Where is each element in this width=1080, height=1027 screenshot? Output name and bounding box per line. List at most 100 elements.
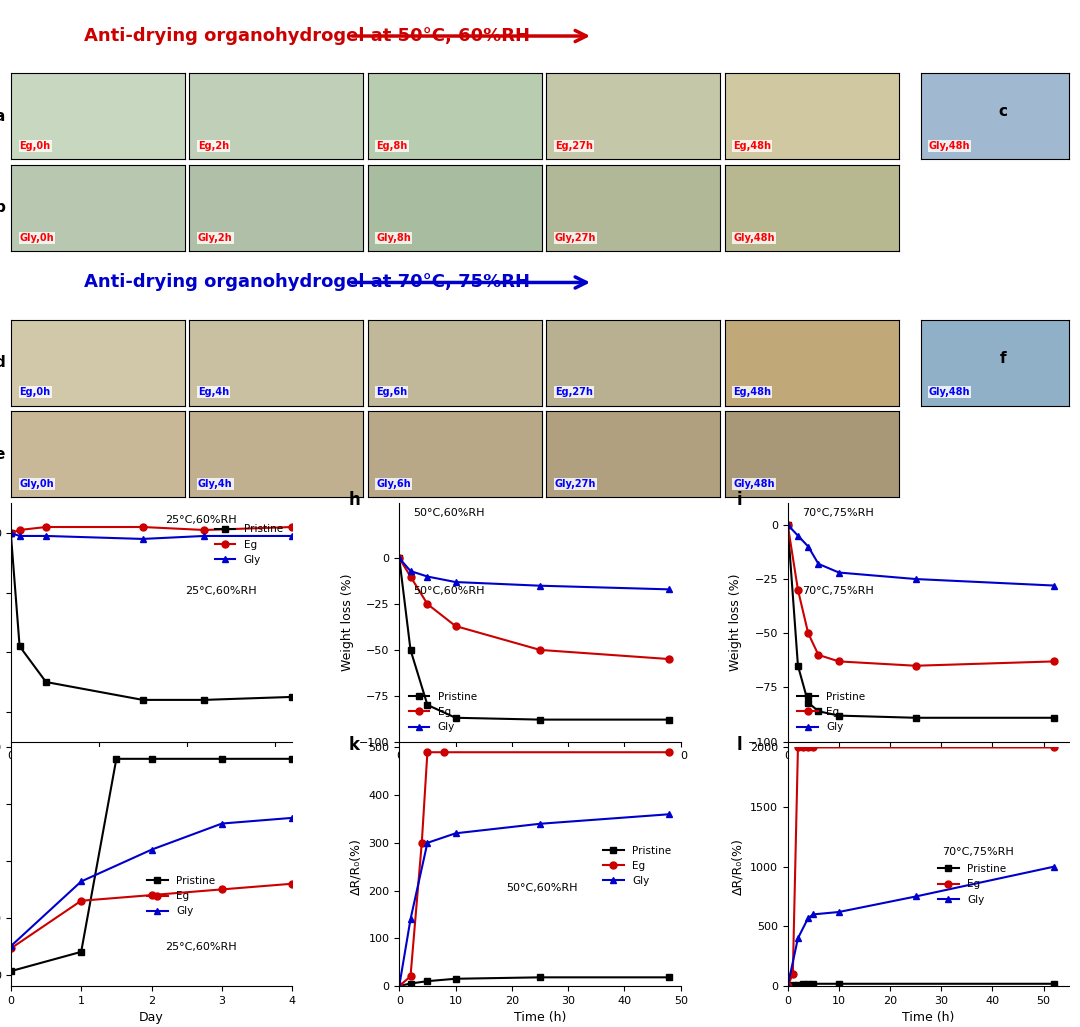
Legend: Pristine, Eg, Gly: Pristine, Eg, Gly xyxy=(599,841,675,890)
X-axis label: Time (h): Time (h) xyxy=(514,1012,566,1024)
Gly xyxy=(286,530,299,542)
Eg xyxy=(807,741,820,754)
X-axis label: Time (h): Time (h) xyxy=(125,767,178,779)
Eg xyxy=(416,837,429,849)
Text: l: l xyxy=(737,735,743,754)
Text: Anti-drying organohydrogel at 70°C, 75%RH: Anti-drying organohydrogel at 70°C, 75%R… xyxy=(84,273,530,292)
Text: Eg,4h: Eg,4h xyxy=(198,387,229,397)
Y-axis label: ΔR/R₀(%): ΔR/R₀(%) xyxy=(350,838,363,896)
Pristine xyxy=(801,978,814,990)
Gly xyxy=(909,573,922,585)
Y-axis label: a: a xyxy=(0,109,5,124)
Pristine xyxy=(909,712,922,724)
Pristine xyxy=(404,644,417,656)
Gly xyxy=(1048,861,1061,873)
Text: 25°C,60%RH: 25°C,60%RH xyxy=(186,585,257,596)
Text: Eg,0h: Eg,0h xyxy=(19,141,51,151)
Eg xyxy=(663,746,676,758)
Eg xyxy=(1048,741,1061,754)
Pristine xyxy=(801,696,814,709)
Gly xyxy=(801,540,814,553)
Eg xyxy=(198,524,211,536)
Text: 50°C,60%RH: 50°C,60%RH xyxy=(414,508,485,518)
Line: Gly: Gly xyxy=(395,555,673,593)
Gly xyxy=(833,566,846,578)
Gly xyxy=(393,980,406,992)
Text: Eg,8h: Eg,8h xyxy=(376,141,407,151)
Pristine xyxy=(663,972,676,984)
Line: Eg: Eg xyxy=(8,524,296,536)
Pristine xyxy=(1048,712,1061,724)
Eg xyxy=(663,653,676,665)
Pristine xyxy=(807,978,820,990)
Text: Gly,6h: Gly,6h xyxy=(376,479,411,489)
Gly xyxy=(1048,579,1061,592)
Text: Gly,48h: Gly,48h xyxy=(733,479,774,489)
Eg xyxy=(13,524,26,536)
Text: Gly,2h: Gly,2h xyxy=(198,232,232,242)
Text: Gly,48h: Gly,48h xyxy=(929,387,970,397)
Pristine xyxy=(393,553,406,565)
Text: 50°C,60%RH: 50°C,60%RH xyxy=(414,585,485,596)
Eg xyxy=(4,527,17,539)
Pristine xyxy=(781,519,794,531)
Gly xyxy=(807,908,820,920)
Legend: Pristine, Eg, Gly: Pristine, Eg, Gly xyxy=(793,688,869,736)
Gly xyxy=(781,519,794,531)
Gly xyxy=(40,530,53,542)
Eg xyxy=(812,649,825,661)
Eg xyxy=(393,980,406,992)
Text: f: f xyxy=(999,351,1005,366)
Eg xyxy=(792,741,805,754)
Text: 25°C,60%RH: 25°C,60%RH xyxy=(165,942,238,952)
Gly xyxy=(404,565,417,577)
Gly xyxy=(404,913,417,925)
Eg xyxy=(449,620,462,633)
Line: Pristine: Pristine xyxy=(784,522,1057,721)
Pristine xyxy=(449,973,462,985)
Gly xyxy=(812,558,825,570)
Pristine xyxy=(75,946,87,958)
Gly xyxy=(75,875,87,887)
Y-axis label: d: d xyxy=(0,355,5,370)
Text: Eg,48h: Eg,48h xyxy=(733,141,771,151)
Eg xyxy=(797,741,810,754)
Eg xyxy=(404,971,417,983)
Pristine xyxy=(812,706,825,718)
Eg xyxy=(4,943,17,955)
Eg xyxy=(145,889,158,902)
Line: Gly: Gly xyxy=(784,864,1057,989)
X-axis label: Time (h): Time (h) xyxy=(902,1012,955,1024)
Pristine xyxy=(792,659,805,672)
Gly xyxy=(136,533,149,545)
Pristine xyxy=(786,979,799,991)
Pristine xyxy=(534,972,546,984)
Text: Eg,27h: Eg,27h xyxy=(555,141,593,151)
Text: Gly,27h: Gly,27h xyxy=(555,479,596,489)
Line: Gly: Gly xyxy=(784,522,1057,589)
Line: Eg: Eg xyxy=(784,522,1057,670)
Gly xyxy=(449,827,462,839)
Line: Eg: Eg xyxy=(8,880,296,952)
Eg xyxy=(786,967,799,980)
Pristine xyxy=(40,676,53,688)
Y-axis label: Weight loss (%): Weight loss (%) xyxy=(340,574,353,671)
Text: Eg,2h: Eg,2h xyxy=(198,141,229,151)
Text: k: k xyxy=(349,735,360,754)
Pristine xyxy=(833,978,846,990)
Legend: Pristine, Eg, Gly: Pristine, Eg, Gly xyxy=(211,521,287,569)
Gly xyxy=(215,817,228,830)
Eg xyxy=(75,895,87,907)
Gly xyxy=(534,817,546,830)
Text: 70°C,75%RH: 70°C,75%RH xyxy=(801,585,874,596)
Eg xyxy=(40,521,53,533)
Gly xyxy=(393,553,406,565)
Pristine xyxy=(4,527,17,539)
Gly xyxy=(909,890,922,903)
Text: Anti-drying organohydrogel at 50°C, 60%RH: Anti-drying organohydrogel at 50°C, 60%R… xyxy=(84,27,530,45)
Gly xyxy=(13,530,26,542)
Line: Pristine: Pristine xyxy=(8,755,296,975)
Text: Eg,27h: Eg,27h xyxy=(555,387,593,397)
Eg xyxy=(421,598,434,610)
Pristine xyxy=(393,980,406,992)
